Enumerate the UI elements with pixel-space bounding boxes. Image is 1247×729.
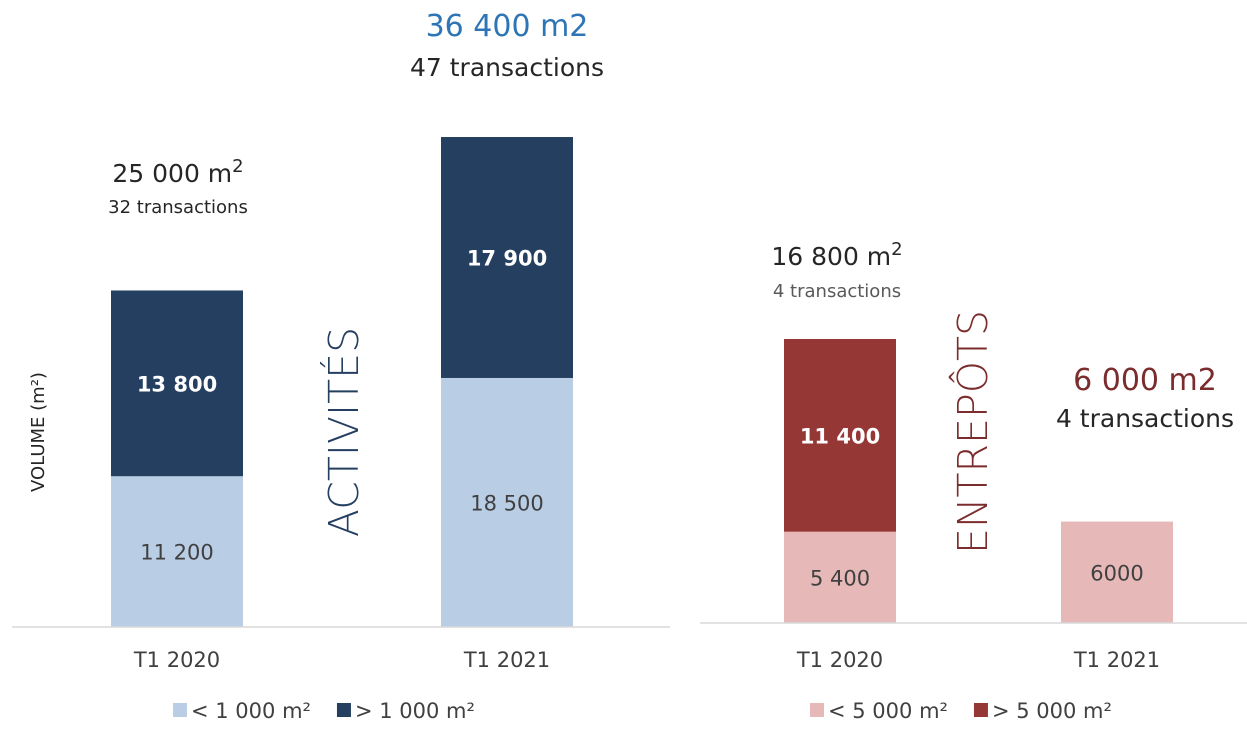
activites-data-label: 17 900 [467,246,547,270]
activites-legend-swatch-1 [173,703,187,717]
entrepots-total-main: 6 000 m2 [1073,363,1217,398]
entrepots-total-superscript: 2 [891,239,902,260]
entrepots-data-label: 6000 [1090,561,1143,585]
activites-legend-swatch-2 [336,703,351,717]
activites-bar-upper-1 [111,290,243,477]
activites-data-label: 13 800 [137,372,217,396]
activites-total-main: 36 400 m2 [426,9,589,44]
activites-tick-label: T1 2020 [133,648,220,672]
activites-total-superscript: 2 [232,156,243,177]
entrepots-legend-label-1: < 5 000 m² [828,699,948,723]
entrepots-legend-label-2: > 5 000 m² [992,699,1112,723]
activites-chart: 11 200 13 800 T1 2020 25 000 m2 32 transacti… [12,9,670,723]
entrepots-data-label: 11 400 [800,424,880,448]
entrepots-chart: 5 400 11 400 T1 2020 16 800 m2 4 transaction… [700,239,1247,723]
activites-data-label: 18 500 [470,491,543,515]
activites-total-transactions: 47 transactions [410,53,604,82]
entrepots-bar-lower-2 [1061,521,1173,623]
activites-legend-label-1: < 1 000 m² [191,699,311,723]
entrepots-total-transactions: 4 transactions [1056,404,1234,433]
entrepots-tick-label: T1 2021 [1073,648,1160,672]
entrepots-data-label: 5 400 [810,566,870,590]
activites-y-axis-label: VOLUME (m²) [28,372,49,492]
activites-data-label: 11 200 [140,541,213,565]
entrepots-total-transactions: 4 transactions [773,281,901,302]
activites-bar-lower-1 [111,476,243,627]
activites-chart-title: ACTIVITÉS [320,327,368,537]
entrepots-tick-label: T1 2020 [796,648,883,672]
activites-total-main: 25 000 m2 [112,156,243,188]
entrepots-legend-swatch-2 [973,703,988,717]
activites-total-transactions: 32 transactions [108,197,248,218]
entrepots-total-main: 16 800 m2 [771,239,902,271]
activites-tick-label: T1 2021 [463,648,550,672]
entrepots-legend-swatch-1 [810,703,824,717]
activites-bar-lower-2 [441,377,573,627]
activites-bar-upper-2 [441,137,573,378]
entrepots-bar-upper-1 [784,338,896,532]
entrepots-chart-title: ENTREPÔTS [949,310,997,554]
activites-legend-label-2: > 1 000 m² [355,699,475,723]
entrepots-bar-lower-1 [784,531,896,623]
